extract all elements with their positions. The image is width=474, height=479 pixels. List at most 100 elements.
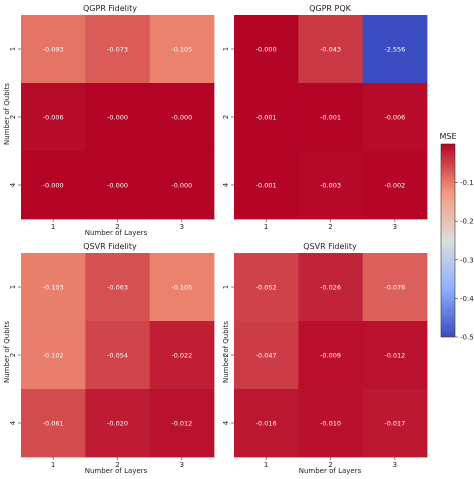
heatmap-cell bbox=[362, 15, 428, 84]
heatmap-cell bbox=[362, 253, 428, 322]
colorbar-tick-label: -0.4 bbox=[460, 295, 474, 303]
heatmap-cell bbox=[21, 83, 86, 152]
heatmap-cell bbox=[21, 151, 86, 220]
heatmap-cell bbox=[234, 15, 299, 84]
y-tick-label: 1 bbox=[222, 47, 230, 51]
heatmap-cell bbox=[362, 389, 428, 458]
heatmap-panel-qsvr-fidelity-right: QSVR Fidelity -0.052 -0.026 -0.076-0.047 -0… bbox=[222, 242, 428, 475]
colorbar-tick-label: -0.2 bbox=[460, 218, 474, 226]
heatmap-cell bbox=[149, 151, 215, 220]
y-tick-labels: 1 2 4 bbox=[9, 285, 21, 425]
x-tick-labels: 1 2 3 bbox=[51, 457, 184, 469]
cell-value-label: -0.043 bbox=[320, 46, 341, 54]
y-tick-labels: 1 2 4 bbox=[222, 47, 234, 187]
heatmap-cell bbox=[21, 321, 86, 390]
x-tick-label: 1 bbox=[51, 461, 55, 469]
cell-value-label: -0.047 bbox=[256, 352, 277, 360]
x-tick-label: 2 bbox=[115, 223, 119, 231]
x-tick-label: 1 bbox=[264, 461, 268, 469]
panel-title: QSVR Fidelity bbox=[83, 242, 137, 251]
cell-value-label: -0.006 bbox=[43, 114, 64, 122]
cell-value-label: -0.052 bbox=[256, 284, 277, 292]
heatmap-cell bbox=[149, 15, 215, 84]
x-tick-label: 3 bbox=[180, 223, 184, 231]
x-axis-label: Number of Layers bbox=[299, 467, 362, 475]
cell-value-label: -0.105 bbox=[171, 46, 192, 54]
cell-value-label: -0.006 bbox=[384, 114, 405, 122]
cell-value-label: -0.073 bbox=[107, 46, 128, 54]
colorbar-tick-label: -0.5 bbox=[460, 334, 474, 342]
cell-value-label: -0.093 bbox=[43, 46, 64, 54]
heatmap-cell bbox=[85, 83, 151, 152]
heatmap-cell bbox=[234, 321, 299, 390]
cell-value-label: -0.000 bbox=[171, 114, 192, 122]
x-tick-labels: 1 2 3 bbox=[51, 219, 184, 231]
cell-value-label: -0.001 bbox=[320, 114, 341, 122]
x-tick-label: 1 bbox=[51, 223, 55, 231]
x-axis-label: Number of Layers bbox=[85, 229, 148, 237]
heatmap-cell bbox=[298, 151, 364, 220]
cell-value-label: -0.001 bbox=[256, 114, 277, 122]
heatmap-cell bbox=[234, 151, 299, 220]
heatmap-cell bbox=[21, 253, 86, 322]
colorbar-tick-label: -0.1 bbox=[460, 179, 474, 187]
cell-value-label: -0.009 bbox=[320, 352, 341, 360]
heatmap-cell bbox=[21, 15, 86, 84]
heatmap-cells: -0.000 -0.043 -2.556 -0.001 -0.001 -0.006 -0.0… bbox=[234, 15, 428, 220]
x-tick-label: 2 bbox=[115, 461, 119, 469]
panel-title: QSVR Fidelity bbox=[303, 242, 357, 251]
heatmap-cell bbox=[362, 151, 428, 220]
x-tick-label: 3 bbox=[393, 461, 397, 469]
x-tick-labels: 1 2 3 bbox=[264, 457, 397, 469]
cell-value-label: -0.000 bbox=[43, 182, 64, 190]
y-tick-label: 4 bbox=[222, 420, 230, 425]
cell-value-label: -0.020 bbox=[107, 420, 128, 428]
y-axis-label: Number of Qubits bbox=[222, 321, 230, 383]
colorbar-tick-label: -0.3 bbox=[460, 256, 474, 264]
heatmap-cells: -0.052 -0.026 -0.076 -0.047 -0.009 -0.012 -0.0… bbox=[234, 253, 428, 458]
heatmap-cell bbox=[85, 15, 151, 84]
x-tick-label: 2 bbox=[328, 223, 332, 231]
heatmap-cell bbox=[362, 321, 428, 390]
heatmap-cell bbox=[298, 321, 364, 390]
heatmap-cell bbox=[298, 15, 364, 84]
cell-value-label: -0.102 bbox=[43, 352, 64, 360]
cell-value-label: -0.000 bbox=[107, 114, 128, 122]
cell-value-label: -0.000 bbox=[171, 182, 192, 190]
colorbar: MSE -0.1 -0.2 -0.3 -0.4 -0.5 bbox=[439, 132, 474, 342]
heatmap-panel-qgpr-fidelity: QGPR Fidelity -0.093 -0.073 -0.105-0.006 -0… bbox=[3, 4, 215, 237]
heatmap-cell bbox=[85, 321, 151, 390]
heatmap-cell bbox=[149, 253, 215, 322]
colorbar-ticks: -0.1 -0.2 -0.3 -0.4 -0.5 bbox=[455, 179, 474, 342]
heatmap-cell bbox=[85, 389, 151, 458]
heatmap-cells: -0.103 -0.063 -0.105 -0.102 -0.054 -0.022 -0.0… bbox=[21, 253, 215, 458]
cell-value-label: -0.063 bbox=[107, 284, 128, 292]
heatmap-cell bbox=[362, 83, 428, 152]
y-tick-label: 2 bbox=[222, 353, 230, 357]
colorbar-label: MSE bbox=[439, 132, 456, 141]
panel-title: QGPR Fidelity bbox=[83, 4, 137, 13]
heatmap-cells: -0.093 -0.073 -0.105 -0.006 -0.000 -0.000 -0.0… bbox=[21, 15, 215, 220]
heatmap-cell bbox=[234, 253, 299, 322]
cell-value-label: -0.022 bbox=[171, 352, 192, 360]
y-axis-label: Number of Qubits bbox=[3, 83, 11, 145]
cell-value-label: -0.001 bbox=[256, 182, 277, 190]
cell-value-label: -0.002 bbox=[384, 182, 405, 190]
heatmap-cell bbox=[21, 389, 86, 458]
y-tick-labels: 1 2 4 bbox=[222, 285, 234, 425]
cell-value-label: -0.061 bbox=[43, 420, 64, 428]
cell-value-label: -0.000 bbox=[256, 46, 277, 54]
y-tick-label: 2 bbox=[9, 353, 17, 357]
heatmap-cell bbox=[234, 83, 299, 152]
cell-value-label: -0.016 bbox=[256, 420, 277, 428]
x-tick-label: 2 bbox=[328, 461, 332, 469]
cell-value-label: -0.054 bbox=[107, 352, 128, 360]
cell-value-label: -0.103 bbox=[43, 284, 64, 292]
x-tick-label: 1 bbox=[264, 223, 268, 231]
x-tick-label: 3 bbox=[180, 461, 184, 469]
y-tick-labels: 1 2 4 bbox=[9, 47, 21, 187]
cell-value-label: -0.000 bbox=[107, 182, 128, 190]
heatmap-cell bbox=[85, 253, 151, 322]
cell-value-label: -0.026 bbox=[320, 284, 341, 292]
